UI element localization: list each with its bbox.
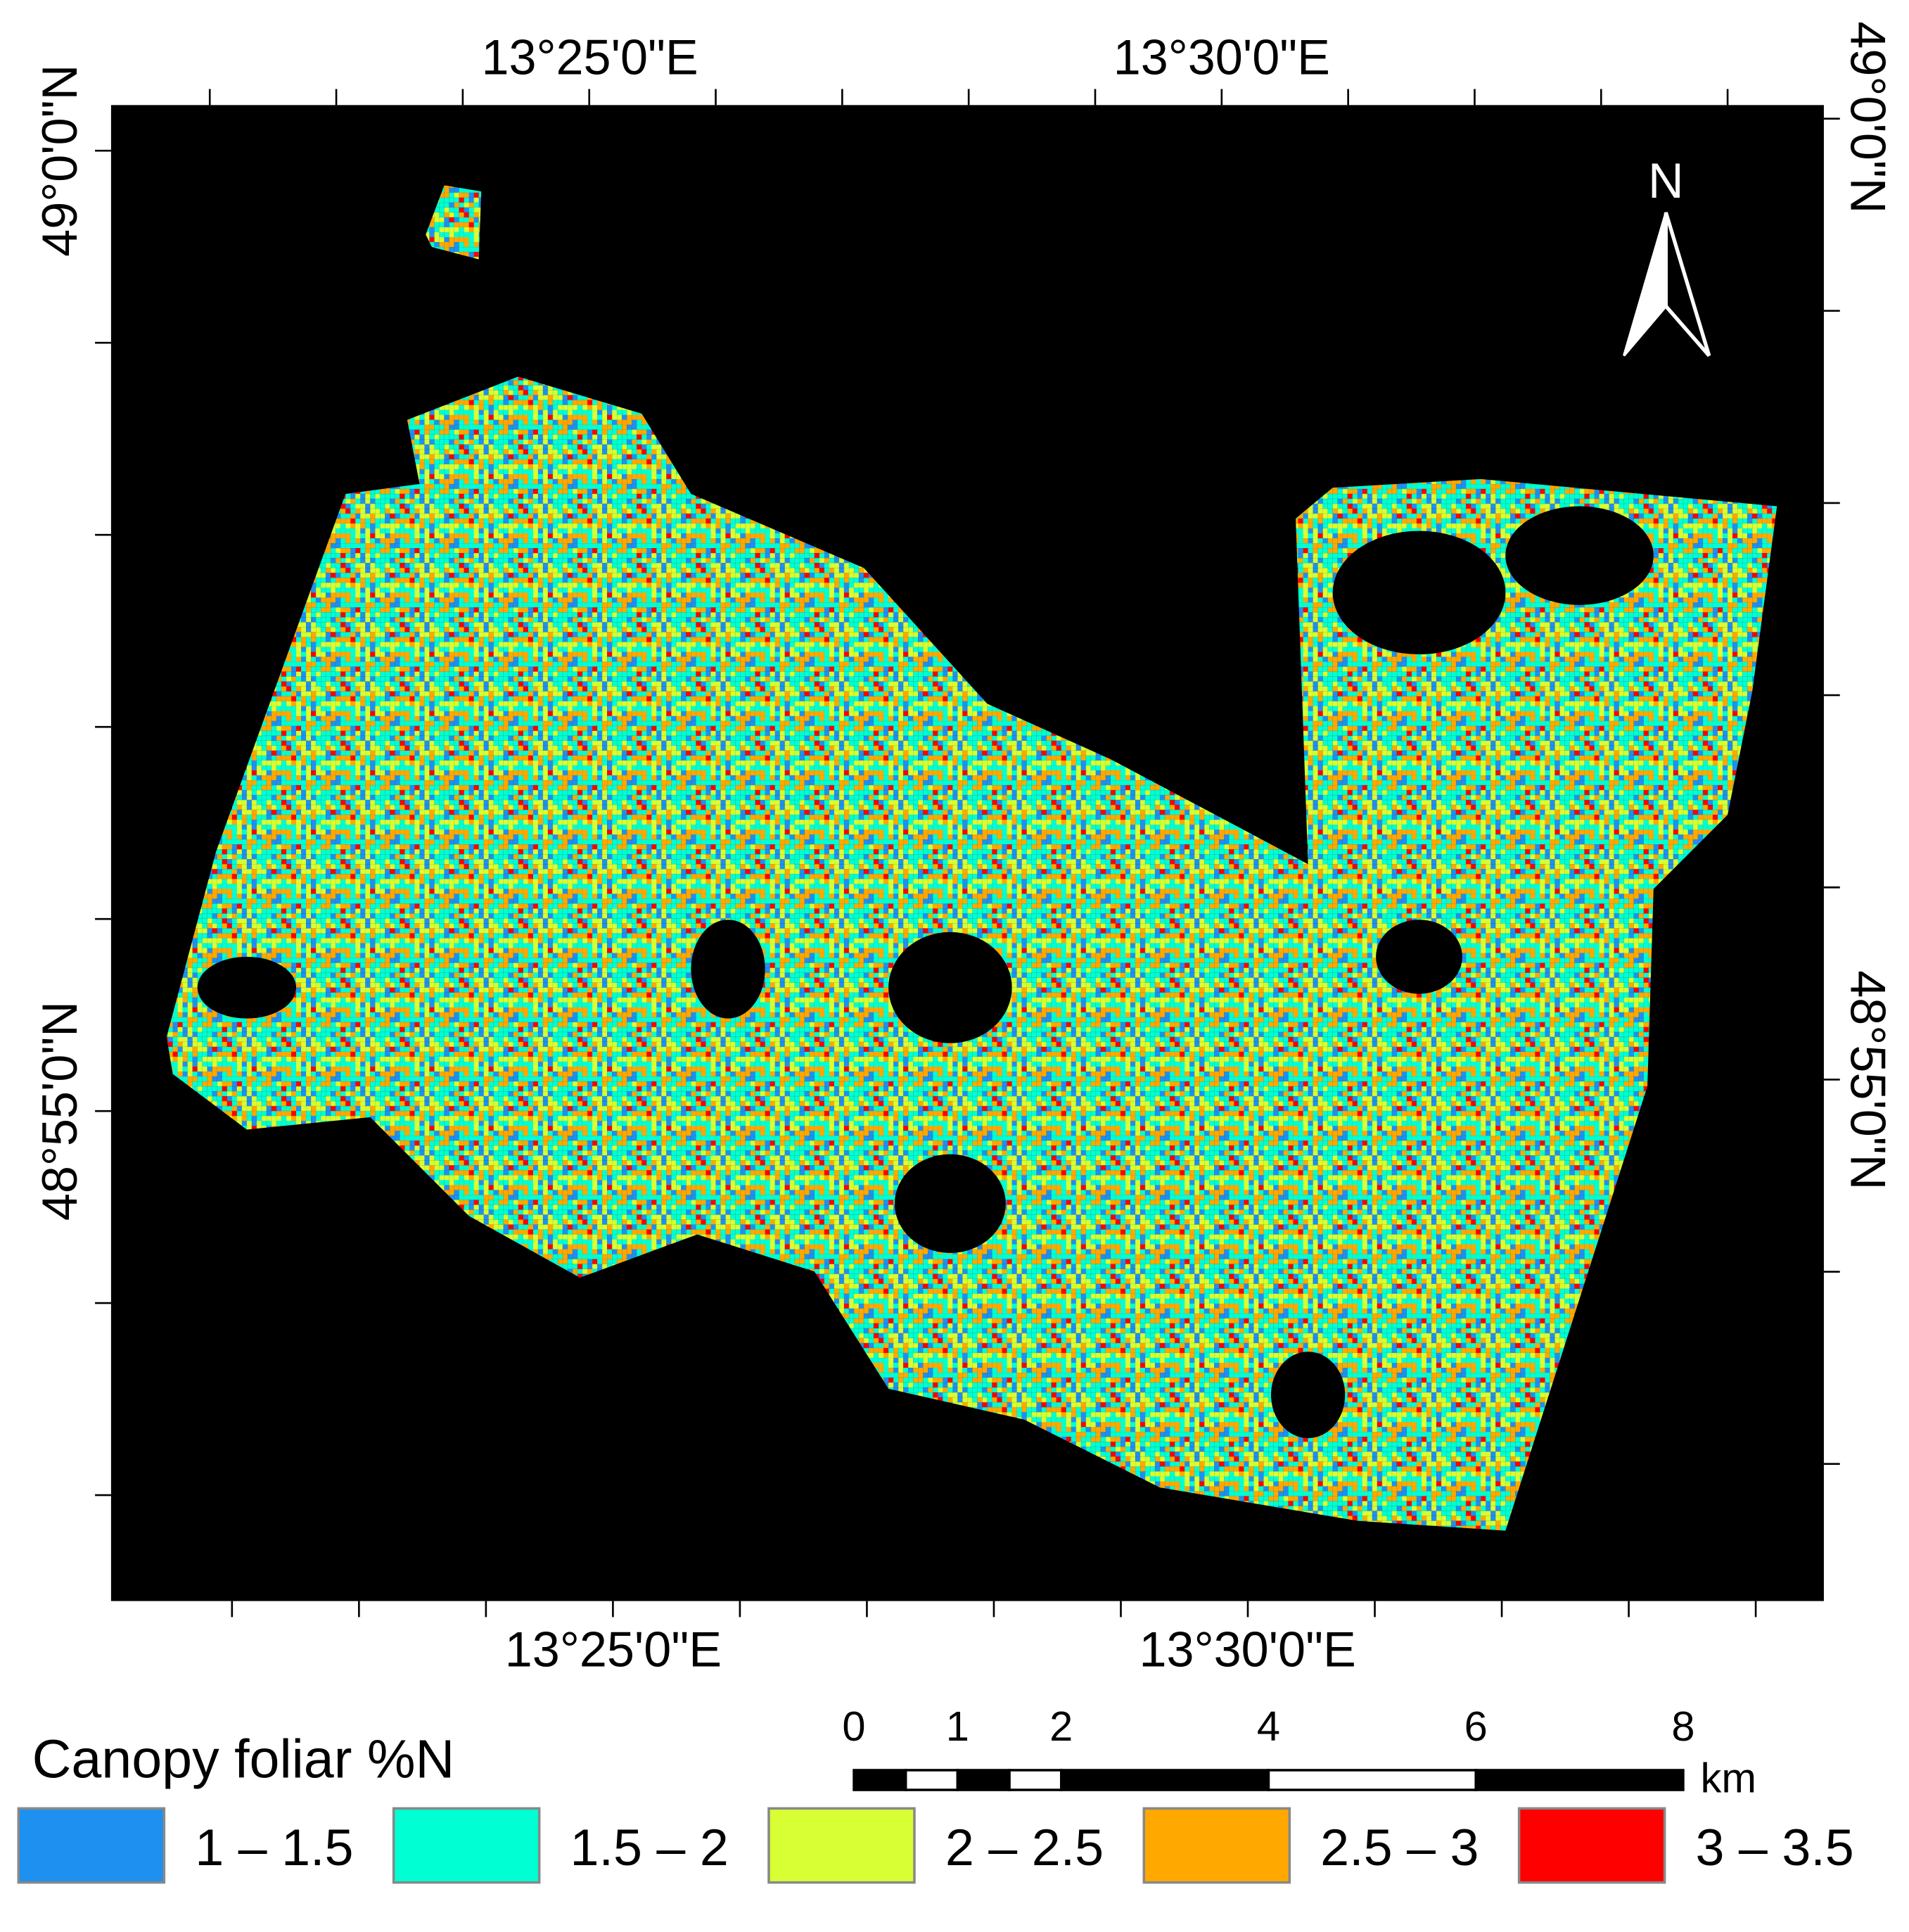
arrow-right — [1664, 212, 1711, 357]
legend: 1 – 1.5 1.5 – 2 2 – 2.5 2.5 – 3 3 – 3.5 — [17, 1807, 1854, 1884]
gaps — [197, 506, 1654, 1439]
scale-segment — [904, 1769, 959, 1791]
north-label: N — [1648, 153, 1684, 208]
gap — [1505, 506, 1654, 605]
gap — [1270, 1352, 1346, 1439]
scale-label: 8 — [1671, 1703, 1694, 1750]
legend-label: 2.5 – 3 — [1320, 1818, 1479, 1876]
legend-label: 1.5 – 2 — [570, 1818, 729, 1876]
scale-unit: km — [1701, 1755, 1756, 1802]
scale-label: 2 — [1049, 1703, 1073, 1750]
scale-segment — [1474, 1769, 1685, 1791]
scale-label: 1 — [946, 1703, 969, 1750]
legend-title: Canopy foliar %N — [32, 1729, 455, 1789]
legend-swatch — [1142, 1807, 1291, 1884]
top-axis-label: 13°30'0"E — [1113, 29, 1330, 84]
left-axis-label: 49°0'0"N — [32, 65, 87, 257]
legend-swatch — [1517, 1807, 1666, 1884]
scale-label: 0 — [842, 1703, 865, 1750]
gap — [197, 956, 297, 1019]
gap — [691, 920, 765, 1019]
bottom-axis-label: 13°30'0"E — [1139, 1622, 1356, 1677]
scale-segment — [1267, 1769, 1477, 1791]
right-axis-label: 49°0'0"N — [1841, 21, 1896, 213]
forest-patch — [426, 185, 482, 260]
bottom-axis-label: 13°25'0"E — [505, 1622, 722, 1677]
graticule-ticks — [95, 89, 1840, 1618]
right-axis-label: 48°55'0"N — [1841, 970, 1896, 1190]
legend-swatch — [392, 1807, 541, 1884]
legend-swatch — [17, 1807, 166, 1884]
scale-segment — [853, 1769, 907, 1791]
gap — [888, 932, 1012, 1043]
legend-swatch — [767, 1807, 916, 1884]
gap — [1332, 530, 1506, 655]
scale-segment — [956, 1769, 1011, 1791]
scale-segment — [1059, 1769, 1270, 1791]
legend-label: 1 – 1.5 — [195, 1818, 353, 1876]
scale-bar: 0 1 2 4 6 8 — [842, 1703, 1695, 1791]
scale-segment — [1008, 1769, 1063, 1791]
gap — [1376, 920, 1462, 994]
top-axis-label: 13°25'0"E — [481, 29, 698, 84]
legend-label: 2 – 2.5 — [945, 1818, 1104, 1876]
gap — [894, 1154, 1006, 1253]
north-arrow: N — [1623, 153, 1711, 357]
scale-label: 4 — [1257, 1703, 1280, 1750]
left-axis-label: 48°55'0"N — [32, 1001, 87, 1221]
scale-label: 6 — [1464, 1703, 1488, 1750]
legend-label: 3 – 3.5 — [1695, 1818, 1853, 1876]
